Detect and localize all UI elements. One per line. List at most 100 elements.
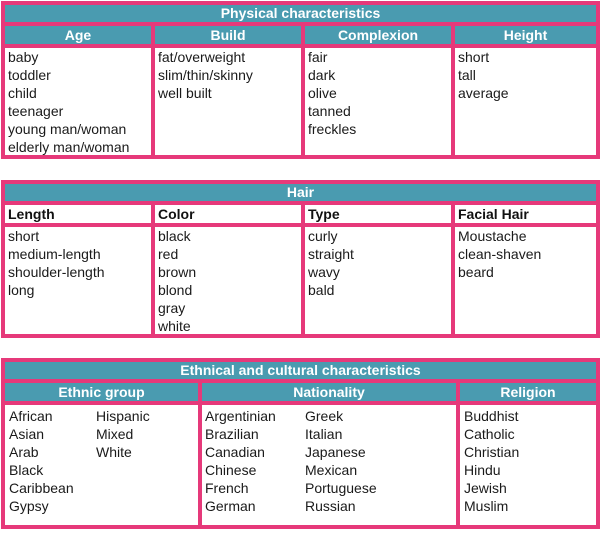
list-item: red xyxy=(158,246,179,262)
list-item: well built xyxy=(158,85,212,101)
list-item: Mexican xyxy=(305,462,358,478)
height-header: Height xyxy=(455,26,596,44)
ethnic-group-column: Ethnic group African Asian Arab Black Caribb… xyxy=(5,383,198,525)
list-item: wavy xyxy=(308,264,340,280)
list-item: Christian xyxy=(464,444,520,460)
ethnic-group-header: Ethnic group xyxy=(5,383,198,401)
nationality-header: Nationality xyxy=(202,383,456,401)
list-item: slim/thin/skinny xyxy=(158,67,253,83)
facial-hair-header: Facial Hair xyxy=(455,205,596,223)
list-item: toddler xyxy=(8,67,51,83)
list-item: Buddhist xyxy=(464,408,519,424)
list-item: baby xyxy=(8,49,39,65)
list-item: Italian xyxy=(305,426,343,442)
list-item: white xyxy=(158,318,191,334)
list-item: bald xyxy=(308,282,335,298)
list-item: dark xyxy=(308,67,336,83)
list-item: child xyxy=(8,85,37,101)
list-item: Moustache xyxy=(458,228,527,244)
list-item: African xyxy=(9,408,53,424)
ethnic-cultural-table: Ethnical and cultural characteristics Et… xyxy=(1,358,600,529)
type-column: Type curly straight wavy bald xyxy=(305,205,451,334)
list-item: gray xyxy=(158,300,186,316)
list-item: German xyxy=(205,498,256,514)
list-item: olive xyxy=(308,85,337,101)
list-item: Russian xyxy=(305,498,356,514)
list-item: Greek xyxy=(305,408,344,424)
type-list: curly straight wavy bald xyxy=(305,227,451,299)
list-item: Argentinian xyxy=(205,408,276,424)
list-item: fat/overweight xyxy=(158,49,246,65)
list-item: Hispanic xyxy=(96,408,150,424)
length-list: short medium-length shoulder-length long xyxy=(5,227,151,299)
list-item: tall xyxy=(458,67,476,83)
nationality-column: Nationality Argentinian Brazilian Canadian… xyxy=(202,383,456,525)
color-column: Color black red brown blond gray white xyxy=(155,205,301,334)
list-item: Gypsy xyxy=(9,498,49,514)
list-item: teenager xyxy=(8,103,64,119)
list-item: clean-shaven xyxy=(458,246,542,262)
nationality-list-b: Greek Italian Japanese Mexican Portuguese Rus… xyxy=(305,407,377,515)
list-item: long xyxy=(8,282,35,298)
ethnic-group-list-b: Hispanic Mixed White xyxy=(96,407,150,461)
list-item: short xyxy=(458,49,490,65)
color-list: black red brown blond gray white xyxy=(155,227,301,335)
ethnic-group-list-a: African Asian Arab Black Caribbean Gypsy xyxy=(9,407,74,515)
list-item: curly xyxy=(308,228,338,244)
physical-characteristics-table: Physical characteristics Age baby toddler… xyxy=(1,1,600,159)
list-item: Japanese xyxy=(305,444,366,460)
list-item: Hindu xyxy=(464,462,501,478)
complexion-list: fair dark olive tanned freckles xyxy=(305,48,451,138)
hair-table: Hair Length short medium-length shoulder-l… xyxy=(1,180,600,338)
religion-column: Religion Buddhist Catholic Christian Hindu J… xyxy=(460,383,596,525)
list-item: Catholic xyxy=(464,426,515,442)
age-column: Age baby toddler child teenager young man/wo… xyxy=(5,26,151,155)
religion-header: Religion xyxy=(460,383,596,401)
hair-title: Hair xyxy=(5,184,596,201)
list-item: Canadian xyxy=(205,444,265,460)
complexion-header: Complexion xyxy=(305,26,451,44)
build-list: fat/overweight slim/thin/skinny well built xyxy=(155,48,301,102)
list-item: blond xyxy=(158,282,193,298)
facial-hair-column: Facial Hair Moustache clean-shaven beard xyxy=(455,205,596,334)
list-item: Black xyxy=(9,462,44,478)
list-item: average xyxy=(458,85,509,101)
list-item: beard xyxy=(458,264,494,280)
list-item: White xyxy=(96,444,132,460)
list-item: elderly man/woman xyxy=(8,139,130,155)
list-item: shoulder-length xyxy=(8,264,105,280)
list-item: tanned xyxy=(308,103,351,119)
physical-title: Physical characteristics xyxy=(5,5,596,22)
nationality-list-a: Argentinian Brazilian Canadian Chinese Frenc… xyxy=(205,407,276,515)
list-item: medium-length xyxy=(8,246,101,262)
list-item: French xyxy=(205,480,249,496)
height-list: short tall average xyxy=(455,48,596,102)
facial-hair-list: Moustache clean-shaven beard xyxy=(455,227,596,281)
list-item: Asian xyxy=(9,426,45,442)
list-item: straight xyxy=(308,246,354,262)
list-item: Brazilian xyxy=(205,426,259,442)
list-item: black xyxy=(158,228,191,244)
list-item: freckles xyxy=(308,121,357,137)
list-item: fair xyxy=(308,49,328,65)
list-item: Arab xyxy=(9,444,39,460)
length-header: Length xyxy=(5,205,151,223)
list-item: Caribbean xyxy=(9,480,74,496)
list-item: Muslim xyxy=(464,498,509,514)
color-header: Color xyxy=(155,205,301,223)
religion-list: Buddhist Catholic Christian Hindu Jewish Musl… xyxy=(464,407,519,515)
list-item: Jewish xyxy=(464,480,507,496)
complexion-column: Complexion fair dark olive tanned freckles xyxy=(305,26,451,155)
build-column: Build fat/overweight slim/thin/skinny well… xyxy=(155,26,301,155)
list-item: Chinese xyxy=(205,462,257,478)
build-header: Build xyxy=(155,26,301,44)
height-column: Height short tall average xyxy=(455,26,596,155)
list-item: Mixed xyxy=(96,426,134,442)
list-item: brown xyxy=(158,264,197,280)
list-item: short xyxy=(8,228,40,244)
ethnic-title: Ethnical and cultural characteristics xyxy=(5,362,596,379)
age-list: baby toddler child teenager young man/woman e… xyxy=(5,48,151,156)
list-item: Portuguese xyxy=(305,480,377,496)
list-item: young man/woman xyxy=(8,121,127,137)
type-header: Type xyxy=(305,205,451,223)
